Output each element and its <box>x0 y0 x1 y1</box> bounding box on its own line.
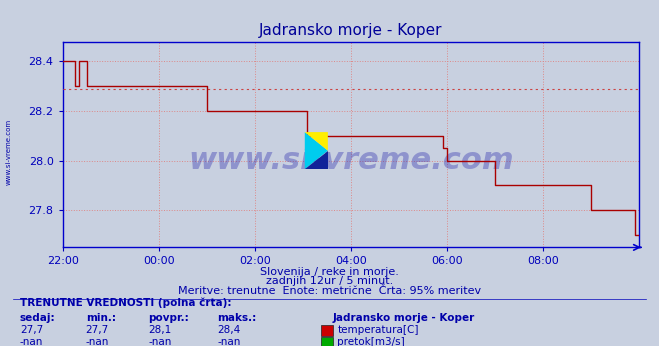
Text: www.si-vreme.com: www.si-vreme.com <box>5 119 12 185</box>
Text: sedaj:: sedaj: <box>20 313 55 323</box>
Text: maks.:: maks.: <box>217 313 257 323</box>
Text: -nan: -nan <box>20 337 43 346</box>
Text: -nan: -nan <box>148 337 171 346</box>
Title: Jadransko morje - Koper: Jadransko morje - Koper <box>259 22 443 38</box>
Text: 27,7: 27,7 <box>20 325 43 335</box>
Polygon shape <box>304 132 328 151</box>
Text: min.:: min.: <box>86 313 116 323</box>
Polygon shape <box>304 132 328 169</box>
Text: 28,1: 28,1 <box>148 325 171 335</box>
Text: Slovenija / reke in morje.: Slovenija / reke in morje. <box>260 267 399 277</box>
Polygon shape <box>304 151 328 169</box>
Text: temperatura[C]: temperatura[C] <box>337 325 419 335</box>
Text: -nan: -nan <box>86 337 109 346</box>
Text: www.si-vreme.com: www.si-vreme.com <box>188 146 514 175</box>
Text: TRENUTNE VREDNOSTI (polna črta):: TRENUTNE VREDNOSTI (polna črta): <box>20 298 231 308</box>
Text: povpr.:: povpr.: <box>148 313 189 323</box>
Text: Jadransko morje - Koper: Jadransko morje - Koper <box>333 313 475 323</box>
Text: zadnjih 12ur / 5 minut.: zadnjih 12ur / 5 minut. <box>266 276 393 286</box>
Text: pretok[m3/s]: pretok[m3/s] <box>337 337 405 346</box>
Text: 27,7: 27,7 <box>86 325 109 335</box>
Text: 28,4: 28,4 <box>217 325 241 335</box>
Text: -nan: -nan <box>217 337 241 346</box>
Text: Meritve: trenutne  Enote: metrične  Črta: 95% meritev: Meritve: trenutne Enote: metrične Črta: … <box>178 286 481 296</box>
